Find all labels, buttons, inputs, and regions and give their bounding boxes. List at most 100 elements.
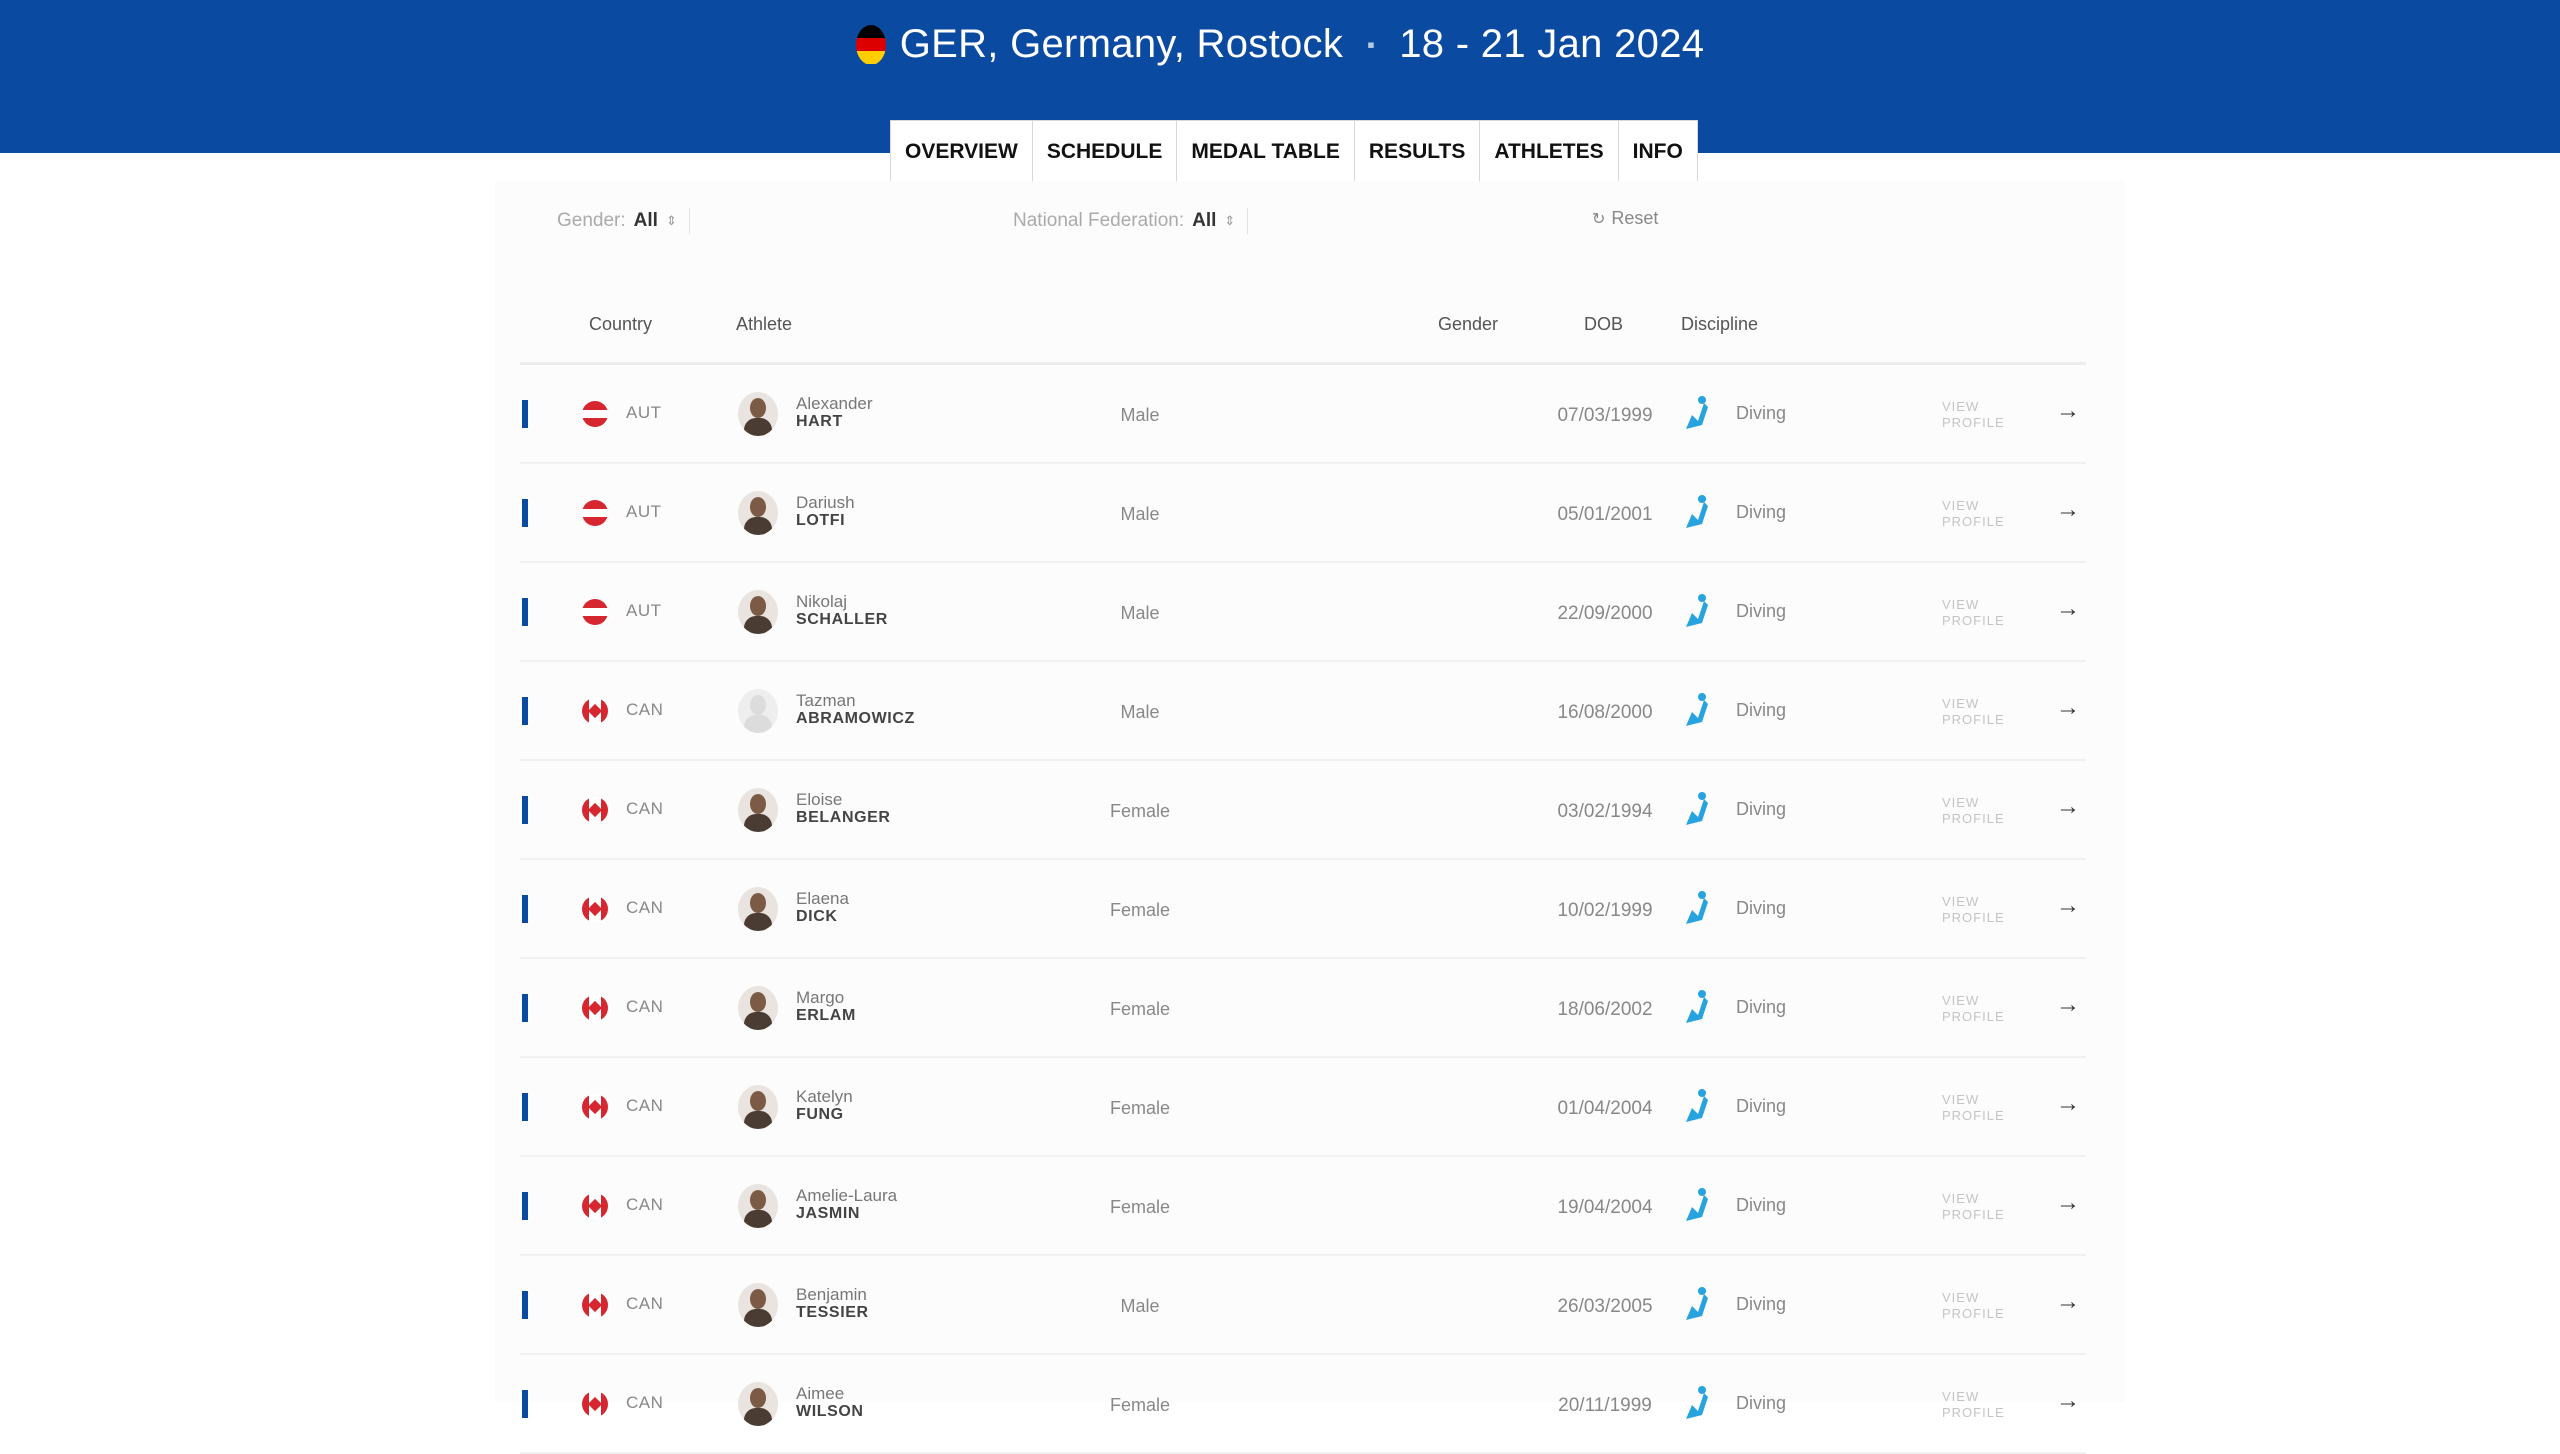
view-profile-link[interactable]: VIEW PROFILE bbox=[1942, 597, 2005, 629]
view-profile-line-1: VIEW bbox=[1942, 597, 1980, 612]
athlete-discipline: Diving bbox=[1736, 898, 1787, 918]
athlete-first-name: Eloise bbox=[796, 790, 843, 809]
view-profile-line-1: VIEW bbox=[1942, 1389, 1980, 1404]
column-dob[interactable]: DOB bbox=[1584, 314, 1624, 334]
athlete-avatar bbox=[738, 1085, 778, 1129]
separator-dot: ▪ bbox=[1367, 31, 1376, 57]
canada-flag-icon bbox=[582, 1292, 608, 1318]
reset-button[interactable]: ↻ Reset bbox=[1592, 208, 1658, 229]
athlete-discipline: Diving bbox=[1736, 1393, 1787, 1413]
athlete-avatar bbox=[738, 1283, 778, 1327]
table-row[interactable]: CAN Tazman ABRAMOWICZ Male 16/08/2000 Diving V… bbox=[520, 662, 2086, 761]
table-row[interactable]: AUT Nikolaj SCHALLER Male 22/09/2000 Diving VI… bbox=[520, 563, 2086, 662]
table-row[interactable]: AUT Alexander HART Male 07/03/1999 Diving VIEW… bbox=[520, 365, 2086, 464]
athlete-discipline: Diving bbox=[1736, 700, 1787, 720]
arrow-right-icon[interactable]: → bbox=[2056, 892, 2080, 919]
arrow-right-icon[interactable]: → bbox=[2056, 397, 2080, 424]
view-profile-link[interactable]: VIEW PROFILE bbox=[1942, 498, 2005, 530]
canada-flag-icon bbox=[582, 995, 608, 1021]
athlete-avatar bbox=[738, 491, 778, 535]
canada-flag-icon bbox=[582, 1391, 608, 1417]
federation-filter[interactable]: National Federation: All ⇕ bbox=[1013, 208, 1249, 234]
diving-icon bbox=[1682, 989, 1712, 1025]
athlete-gender: Female bbox=[1109, 801, 1171, 821]
tab-results[interactable]: RESULTS bbox=[1355, 121, 1481, 182]
view-profile-link[interactable]: VIEW PROFILE bbox=[1942, 399, 2005, 431]
column-athlete[interactable]: Athlete bbox=[736, 314, 793, 334]
federation-filter-label: National Federation: bbox=[1013, 210, 1185, 231]
gender-filter[interactable]: Gender: All ⇕ bbox=[557, 208, 690, 234]
row-marker bbox=[522, 400, 528, 428]
athlete-first-name: Benjamin bbox=[796, 1285, 867, 1304]
diving-icon bbox=[1682, 692, 1712, 728]
sort-caret-icon: ⇕ bbox=[1224, 213, 1236, 228]
table-row[interactable]: CAN Benjamin TESSIER Male 26/03/2005 Diving VI… bbox=[520, 1256, 2086, 1355]
event-title-bar: GER, Germany, Rostock ▪ 18 - 21 Jan 2024 bbox=[0, 22, 2560, 67]
tab-medal-table[interactable]: MEDAL TABLE bbox=[1177, 121, 1355, 182]
view-profile-line-2: PROFILE bbox=[1942, 1207, 2005, 1222]
view-profile-line-1: VIEW bbox=[1942, 1092, 1980, 1107]
athlete-dob: 05/01/2001 bbox=[1557, 504, 1653, 525]
table-row[interactable]: CAN Margo ERLAM Female 18/06/2002 Diving VIEW P… bbox=[520, 959, 2086, 1058]
country-code: CAN bbox=[626, 1096, 664, 1115]
diving-icon bbox=[1682, 890, 1712, 926]
athlete-first-name: Nikolaj bbox=[796, 592, 848, 611]
column-country[interactable]: Country bbox=[589, 314, 653, 334]
athlete-last-name: LOTFI bbox=[796, 512, 846, 529]
athlete-avatar bbox=[738, 392, 778, 436]
arrow-right-icon[interactable]: → bbox=[2056, 1387, 2080, 1414]
federation-filter-value[interactable]: All bbox=[1192, 210, 1217, 231]
tab-athletes[interactable]: ATHLETES bbox=[1480, 121, 1619, 182]
athlete-last-name: BELANGER bbox=[796, 809, 891, 826]
canada-flag-icon bbox=[582, 896, 608, 922]
athlete-dob: 10/02/1999 bbox=[1557, 900, 1653, 921]
column-discipline[interactable]: Discipline bbox=[1681, 314, 1759, 334]
diving-icon bbox=[1682, 791, 1712, 827]
tab-info[interactable]: INFO bbox=[1632, 139, 1683, 163]
view-profile-link[interactable]: VIEW PROFILE bbox=[1942, 1290, 2005, 1322]
athlete-avatar bbox=[738, 986, 778, 1030]
view-profile-line-2: PROFILE bbox=[1942, 712, 2005, 727]
country-code: CAN bbox=[626, 1393, 664, 1412]
arrow-right-icon[interactable]: → bbox=[2056, 793, 2080, 820]
tab-overview[interactable]: OVERVIEW bbox=[891, 121, 1033, 182]
view-profile-link[interactable]: VIEW PROFILE bbox=[1942, 1389, 2005, 1421]
column-gender[interactable]: Gender bbox=[1438, 314, 1499, 334]
view-profile-line-2: PROFILE bbox=[1942, 613, 2005, 628]
country-code: CAN bbox=[626, 1294, 664, 1313]
view-profile-link[interactable]: VIEW PROFILE bbox=[1942, 894, 2005, 926]
arrow-right-icon[interactable]: → bbox=[2056, 595, 2080, 622]
table-row[interactable]: CAN Eloise BELANGER Female 03/02/1994 Diving V… bbox=[520, 761, 2086, 860]
table-row[interactable]: CAN Elaena DICK Female 10/02/1999 Diving VIEW P… bbox=[520, 860, 2086, 959]
athlete-dob: 20/11/1999 bbox=[1558, 1395, 1652, 1416]
country-code: CAN bbox=[626, 1195, 664, 1214]
view-profile-link[interactable]: VIEW PROFILE bbox=[1942, 1191, 2005, 1223]
gender-filter-value[interactable]: All bbox=[633, 210, 658, 231]
view-profile-link[interactable]: VIEW PROFILE bbox=[1942, 696, 2005, 728]
arrow-right-icon[interactable]: → bbox=[2056, 694, 2080, 721]
view-profile-link[interactable]: VIEW PROFILE bbox=[1942, 993, 2005, 1025]
view-profile-link[interactable]: VIEW PROFILE bbox=[1942, 1092, 2005, 1124]
event-tabs: OVERVIEW SCHEDULE MEDAL TABLE RESULTS AT… bbox=[890, 120, 1698, 183]
arrow-right-icon[interactable]: → bbox=[2056, 1288, 2080, 1315]
view-profile-line-2: PROFILE bbox=[1942, 415, 2005, 430]
athlete-discipline: Diving bbox=[1736, 1096, 1787, 1116]
austria-flag-icon bbox=[582, 599, 608, 625]
table-row[interactable]: CAN Amelie-Laura JASMIN Female 19/04/2004 Div… bbox=[520, 1157, 2086, 1256]
view-profile-line-1: VIEW bbox=[1942, 1191, 1980, 1206]
view-profile-link[interactable]: VIEW PROFILE bbox=[1942, 795, 2005, 827]
arrow-right-icon[interactable]: → bbox=[2056, 496, 2080, 523]
table-row[interactable]: CAN Katelyn FUNG Female 01/04/2004 Diving VIEW… bbox=[520, 1058, 2086, 1157]
athlete-last-name: JASMIN bbox=[796, 1205, 861, 1222]
table-row[interactable]: CAN Aimee WILSON Female 20/11/1999 Diving VIEW… bbox=[520, 1355, 2086, 1454]
filter-divider bbox=[1247, 208, 1249, 234]
diving-icon bbox=[1682, 1286, 1712, 1322]
arrow-right-icon[interactable]: → bbox=[2056, 1090, 2080, 1117]
view-profile-line-1: VIEW bbox=[1942, 399, 1980, 414]
athlete-gender: Female bbox=[1109, 1197, 1171, 1217]
arrow-right-icon[interactable]: → bbox=[2056, 991, 2080, 1018]
table-row[interactable]: AUT Dariush LOTFI Male 05/01/2001 Diving VIEW P… bbox=[520, 464, 2086, 563]
tab-schedule[interactable]: SCHEDULE bbox=[1033, 121, 1178, 182]
arrow-right-icon[interactable]: → bbox=[2056, 1189, 2080, 1216]
athlete-dob: 19/04/2004 bbox=[1557, 1197, 1653, 1218]
